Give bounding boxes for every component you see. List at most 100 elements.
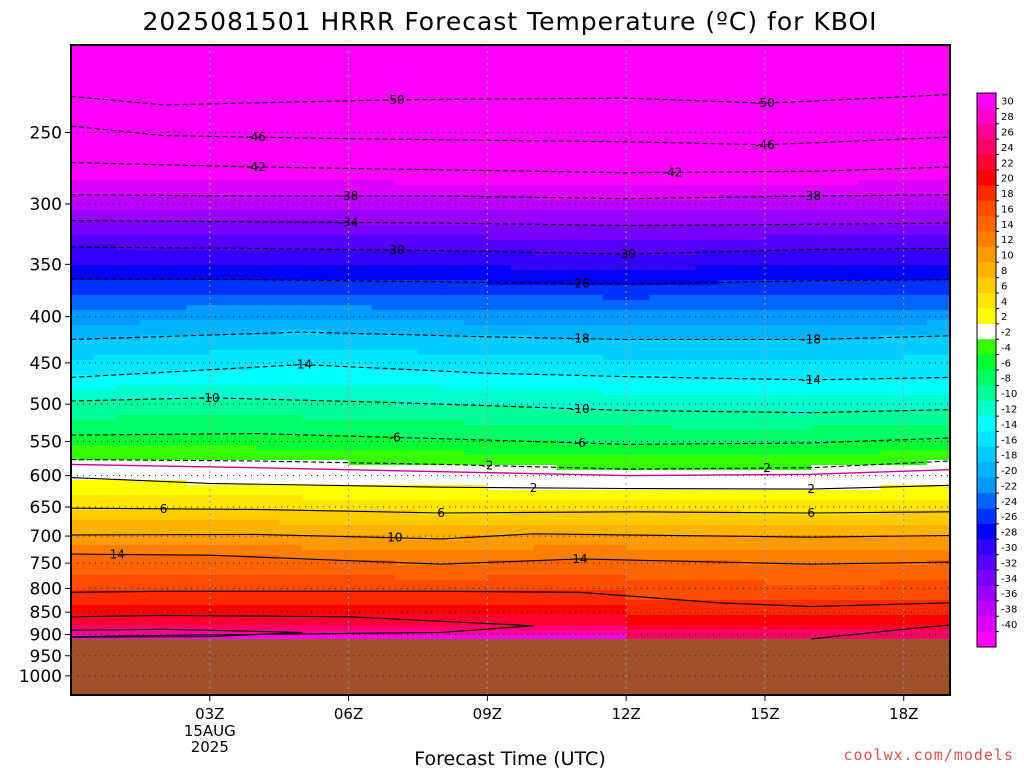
temperature-cell — [556, 415, 581, 421]
temperature-cell — [140, 470, 165, 476]
temperature-cell — [510, 45, 535, 51]
temperature-cell — [394, 330, 419, 336]
temperature-cell — [417, 425, 442, 431]
temperature-cell — [579, 235, 604, 241]
temperature-cell — [348, 245, 373, 251]
temperature-cell — [348, 250, 373, 256]
temperature-cell — [834, 255, 859, 261]
temperature-cell — [880, 270, 905, 276]
temperature-cell — [117, 520, 141, 526]
temperature-cell — [94, 425, 118, 431]
temperature-cell — [926, 360, 950, 366]
temperature-cell — [209, 555, 234, 561]
temperature-cell — [811, 135, 835, 141]
temperature-cell — [788, 110, 812, 116]
temperature-cell — [880, 570, 905, 576]
temperature-cell — [279, 625, 303, 631]
temperature-cell — [788, 470, 812, 476]
temperature-cell — [325, 425, 350, 431]
temperature-cell — [788, 50, 812, 56]
temperature-cell — [464, 590, 488, 596]
temperature-cell — [903, 85, 928, 91]
temperature-cell — [441, 480, 465, 486]
temperature-cell — [186, 550, 211, 556]
temperature-cell — [533, 265, 558, 271]
temperature-cell — [487, 225, 512, 231]
temperature-cell — [811, 485, 835, 491]
temperature-cell — [603, 435, 627, 441]
temperature-cell — [788, 250, 812, 256]
temperature-cell — [186, 45, 211, 51]
temperature-cell — [464, 170, 488, 176]
temperature-cell — [302, 470, 327, 476]
temperature-cell — [441, 295, 465, 301]
temperature-cell — [718, 360, 743, 366]
temperature-cell — [579, 135, 604, 141]
temperature-cell — [579, 405, 604, 411]
temperature-cell — [279, 345, 303, 351]
temperature-cell — [510, 295, 535, 301]
temperature-cell — [811, 55, 835, 61]
temperature-cell — [510, 525, 535, 531]
temperature-cell — [788, 325, 812, 331]
temperature-cell — [140, 175, 165, 181]
temperature-cell — [163, 515, 188, 521]
temperature-cell — [256, 190, 280, 196]
temperature-cell — [394, 170, 419, 176]
temperature-cell — [71, 185, 95, 191]
temperature-cell — [788, 315, 812, 321]
temperature-cell — [880, 585, 905, 591]
temperature-cell — [788, 305, 812, 311]
temperature-cell — [487, 300, 512, 306]
temperature-cell — [764, 360, 789, 366]
temperature-cell — [926, 290, 950, 296]
temperature-cell — [441, 195, 465, 201]
temperature-cell — [441, 360, 465, 366]
temperature-cell — [649, 630, 674, 636]
temperature-cell — [279, 550, 303, 556]
temperature-cell — [325, 225, 350, 231]
temperature-cell — [764, 240, 789, 246]
temperature-cell — [209, 210, 234, 216]
temperature-cell — [695, 245, 720, 251]
temperature-cell — [926, 120, 950, 126]
temperature-cell — [302, 215, 327, 221]
temperature-cell — [741, 355, 766, 361]
temperature-cell — [348, 155, 373, 161]
temperature-cell — [232, 155, 257, 161]
temperature-cell — [163, 185, 188, 191]
temperature-cell — [186, 355, 211, 361]
temperature-cell — [811, 365, 835, 371]
temperature-cell — [880, 240, 905, 246]
temperature-cell — [325, 595, 350, 601]
temperature-cell — [811, 265, 835, 271]
temperature-cell — [695, 390, 720, 396]
temperature-cell — [533, 530, 558, 536]
temperature-cell — [209, 580, 234, 586]
temperature-cell — [232, 635, 257, 641]
temperature-cell — [417, 625, 442, 631]
temperature-cell — [510, 90, 535, 96]
temperature-cell — [811, 75, 835, 81]
temperature-cell — [764, 50, 789, 56]
temperature-cell — [302, 130, 327, 136]
temperature-cell — [348, 150, 373, 156]
temperature-cell — [371, 405, 396, 411]
temperature-cell — [441, 75, 465, 81]
temperature-cell — [94, 220, 118, 226]
temperature-cell — [186, 580, 211, 586]
temperature-cell — [394, 230, 419, 236]
temperature-cell — [926, 485, 950, 491]
temperature-cell — [302, 475, 327, 481]
temperature-cell — [186, 95, 211, 101]
temperature-cell — [649, 315, 674, 321]
temperature-cell — [510, 180, 535, 186]
temperature-cell — [325, 295, 350, 301]
temperature-cell — [394, 515, 419, 521]
temperature-cell — [371, 205, 396, 211]
temperature-cell — [117, 540, 141, 546]
temperature-cell — [903, 250, 928, 256]
temperature-cell — [441, 320, 465, 326]
temperature-cell — [163, 345, 188, 351]
temperature-cell — [741, 380, 766, 386]
